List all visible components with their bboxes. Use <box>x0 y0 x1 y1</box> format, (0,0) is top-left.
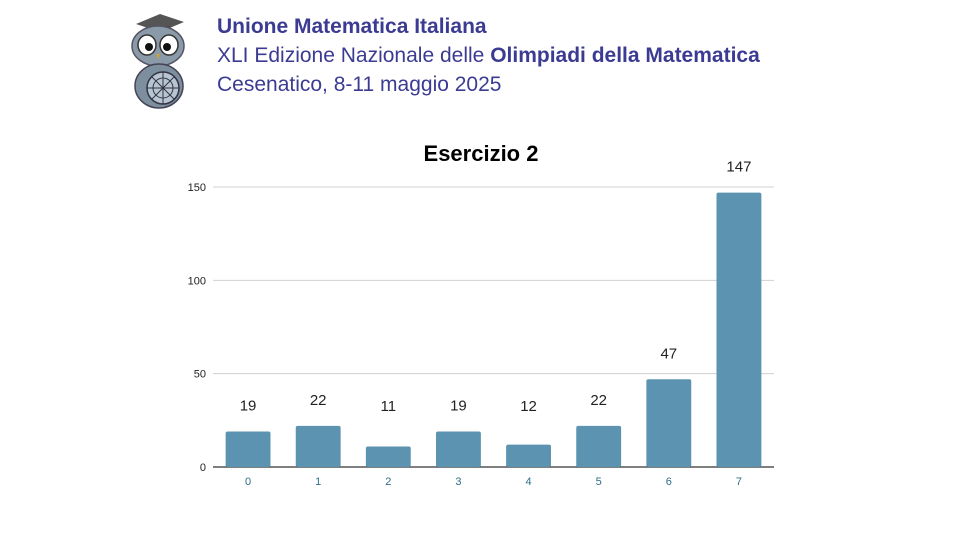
data-label: 19 <box>240 398 257 415</box>
x-tick-label: 2 <box>385 476 391 488</box>
org-title: Unione Matematica Italiana <box>217 15 487 38</box>
x-tick-label: 7 <box>736 476 742 488</box>
x-tick-label: 5 <box>596 476 602 488</box>
bar-2 <box>365 446 411 467</box>
x-tick-label: 3 <box>455 476 461 488</box>
data-label: 11 <box>381 398 397 415</box>
header: Unione Matematica Italiana XLI Edizione … <box>217 12 760 99</box>
owl-mascot-icon <box>126 10 188 110</box>
bar-5 <box>576 425 622 467</box>
x-tick-label: 0 <box>245 476 251 488</box>
bar-7 <box>716 192 762 467</box>
x-tick-label: 1 <box>315 476 321 488</box>
data-label: 12 <box>520 398 537 415</box>
place-date: Cesenatico, 8-11 maggio 2025 <box>217 73 502 96</box>
bar-6 <box>646 379 692 467</box>
data-label: 147 <box>726 159 751 176</box>
y-tick-label: 150 <box>188 182 206 194</box>
edition-prefix: XLI Edizione Nazionale delle <box>217 44 491 67</box>
data-label: 22 <box>310 392 327 409</box>
bar-3 <box>435 431 481 467</box>
x-tick-label: 4 <box>526 476 532 488</box>
chart-title: Esercizio 2 <box>424 141 539 166</box>
y-tick-label: 50 <box>194 369 206 381</box>
y-tick-label: 0 <box>200 462 206 474</box>
bar-0 <box>225 431 271 467</box>
edition-line: XLI Edizione Nazionale delle Olimpiadi d… <box>217 41 760 70</box>
bar-1 <box>295 425 341 467</box>
y-tick-label: 100 <box>188 275 206 287</box>
x-tick-label: 6 <box>666 476 672 488</box>
edition-bold: Olimpiadi della Matematica <box>490 44 760 67</box>
bar-4 <box>506 444 552 467</box>
data-label: 47 <box>660 345 677 362</box>
data-label: 22 <box>590 392 607 409</box>
data-label: 19 <box>450 398 467 415</box>
